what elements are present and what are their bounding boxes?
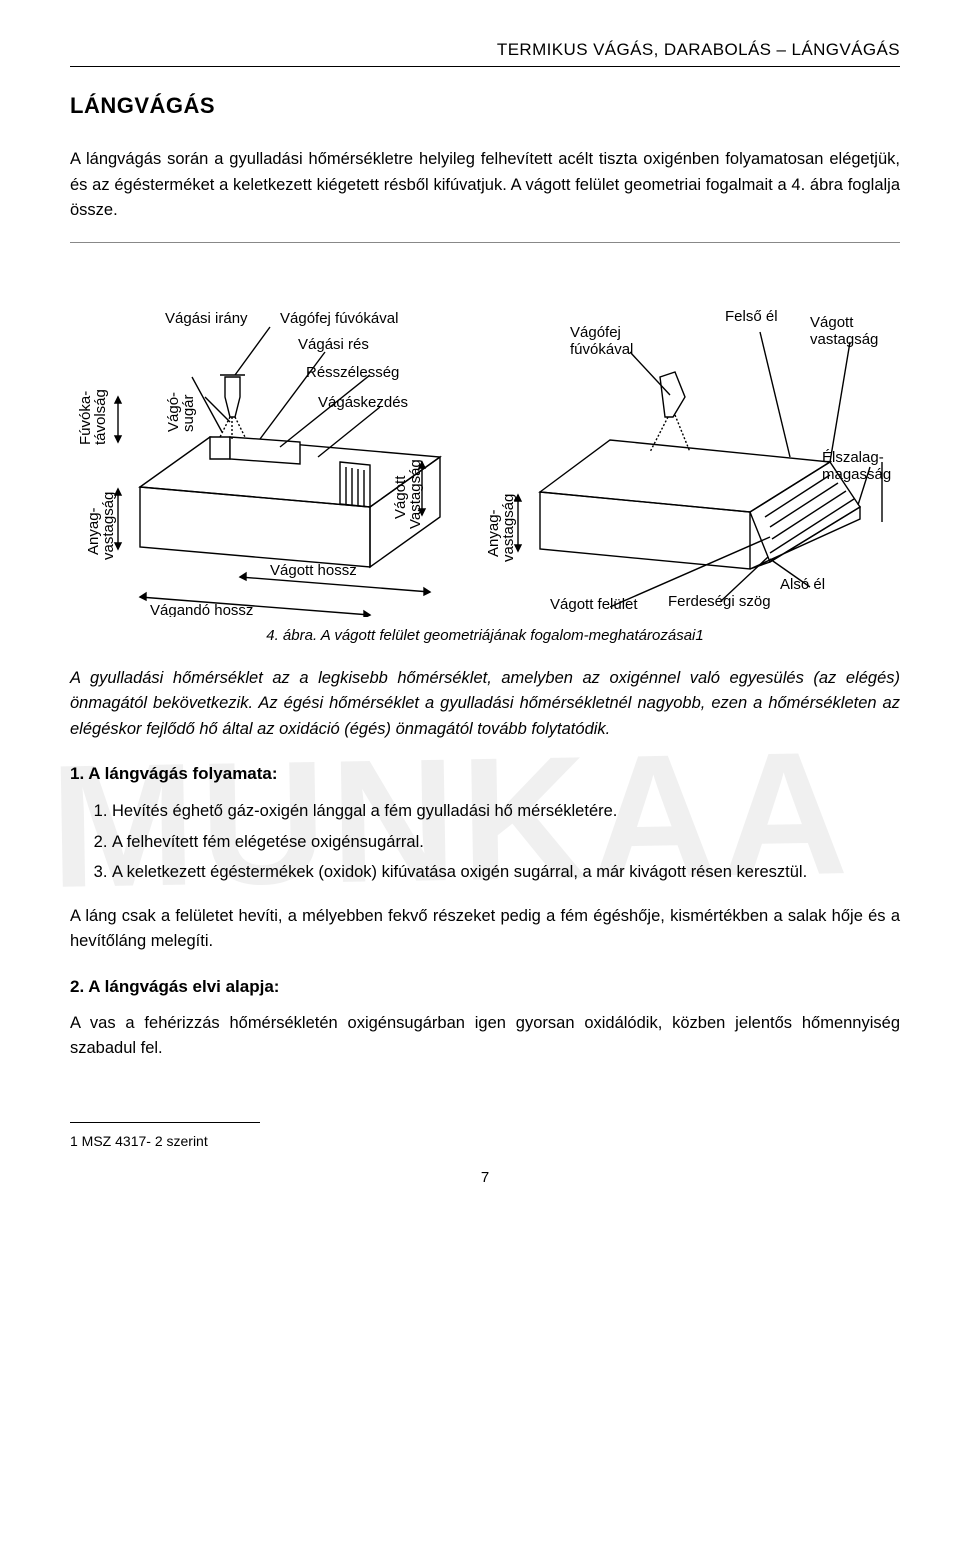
lbl-vagott-vastagsag-right-2: vastagság	[810, 331, 878, 348]
lbl-vagando-hossz: Vágandó hossz	[150, 602, 253, 617]
footnote-rule	[70, 1122, 260, 1123]
section-2-heading: 2. A lángvágás elvi alapja:	[70, 977, 900, 997]
lbl-ferdesegi-szog: Ferdeségi szög	[668, 593, 771, 610]
section-1-heading: 1. A lángvágás folyamata:	[70, 764, 900, 784]
figure-4-caption: 4. ábra. A vágott felület geometriájának…	[70, 627, 900, 644]
figure-top-rule	[70, 242, 900, 243]
lbl-vagaskezdes: Vágáskezdés	[318, 394, 408, 411]
lbl-vagofej-fuvokaval-left: Vágófej fúvókával	[280, 310, 398, 327]
lbl-resszelesseg: Résszélesség	[306, 364, 399, 381]
section-1-list: Hevítés éghető gáz-oxigén lánggal a fém …	[94, 798, 900, 885]
lbl-elszalag: Élszalag-	[822, 449, 884, 466]
page-title: LÁNGVÁGÁS	[70, 93, 900, 119]
lbl-vagott-vastagsag-left-2: Vastagság	[407, 459, 424, 529]
figure-4-svg: Vágási irány Vágófej fúvókával Vágási ré…	[70, 257, 900, 617]
lbl-vago-sugar-2: sugár	[180, 394, 197, 432]
lbl-anyag-vastagsag-left-2: vastagság	[100, 491, 117, 559]
list-item: A felhevített fém elégetése oxigénsugárr…	[112, 829, 900, 855]
figure-4: Vágási irány Vágófej fúvókával Vágási ré…	[70, 257, 900, 617]
lbl-fuvoka-tavolsag-2: távolság	[92, 389, 109, 445]
header-rule	[70, 66, 900, 67]
page-number: 7	[70, 1169, 900, 1186]
list-item: Hevítés éghető gáz-oxigén lánggal a fém …	[112, 798, 900, 824]
lbl-vagofej-fuvokaval-right-2: fúvókával	[570, 341, 633, 358]
intro-paragraph: A lángvágás során a gyulladási hőmérsékl…	[70, 147, 900, 224]
footnote: 1 MSZ 4317- 2 szerint	[70, 1133, 900, 1149]
lbl-vagott-felulet: Vágott felület	[550, 596, 638, 613]
lbl-vagasi-res: Vágási rés	[298, 336, 369, 353]
definition-paragraph: A gyulladási hőmérséklet az a legkisebb …	[70, 666, 900, 743]
list-item: A keletkezett égéstermékek (oxidok) kifú…	[112, 859, 900, 885]
lbl-vagofej-fuvokaval-right: Vágófej	[570, 324, 621, 341]
lbl-vagasi-irany: Vágási irány	[165, 310, 248, 327]
post-list-paragraph: A láng csak a felületet hevíti, a mélyeb…	[70, 904, 900, 955]
section-2-paragraph: A vas a fehérizzás hőmérsékletén oxigéns…	[70, 1011, 900, 1062]
lbl-elszalag-2: magasság	[822, 466, 891, 483]
lbl-vagott-vastagsag-right: Vágott	[810, 314, 854, 331]
lbl-vagott-hossz: Vágott hossz	[270, 562, 357, 579]
lbl-also-el: Alsó él	[780, 576, 825, 593]
lbl-felso-el: Felső él	[725, 308, 778, 325]
lbl-anyag-vastagsag-right-2: vastagság	[500, 493, 517, 561]
running-header: TERMIKUS VÁGÁS, DARABOLÁS – LÁNGVÁGÁS	[70, 40, 900, 60]
